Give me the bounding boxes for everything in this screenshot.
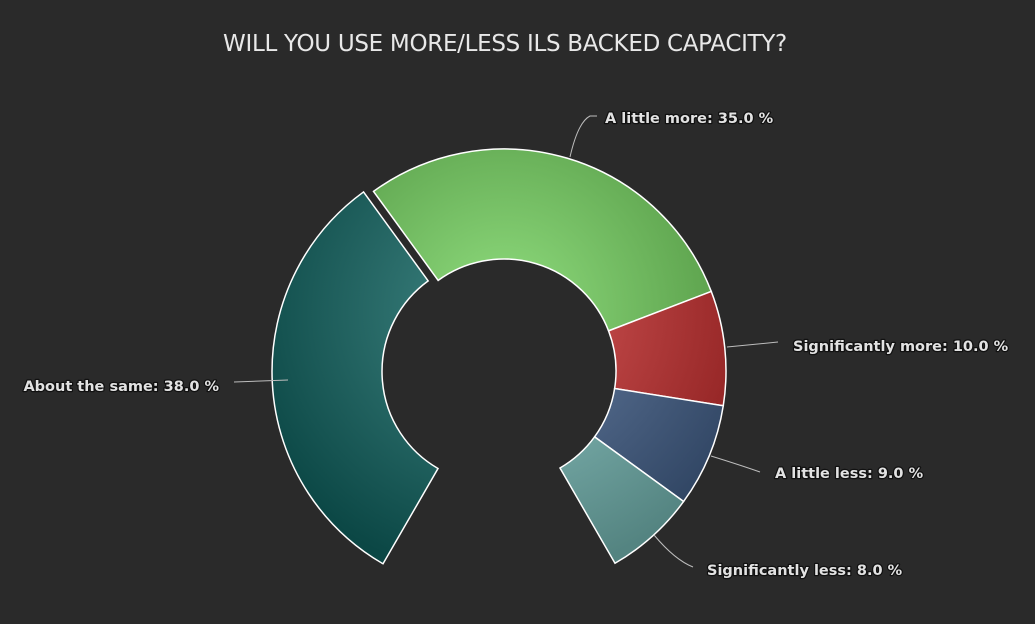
label-connector xyxy=(710,455,761,473)
label-connector xyxy=(233,379,289,383)
data-label: Significantly more: 10.0 % xyxy=(793,339,1009,355)
data-label: About the same: 38.0 % xyxy=(23,379,219,395)
label-connector xyxy=(569,115,597,158)
slice-about-the-same[interactable] xyxy=(271,190,440,565)
data-label: A little more: 35.0 % xyxy=(605,111,774,127)
slice-significantly-less[interactable] xyxy=(558,435,685,565)
chart-title: WILL YOU USE MORE/LESS ILS BACKED CAPACI… xyxy=(223,31,787,57)
data-label: A little less: 9.0 % xyxy=(775,466,924,482)
label-connector xyxy=(653,534,694,568)
label-connector xyxy=(726,341,779,348)
data-label: Significantly less: 8.0 % xyxy=(707,563,903,579)
slice-a-little-more[interactable] xyxy=(372,148,713,332)
